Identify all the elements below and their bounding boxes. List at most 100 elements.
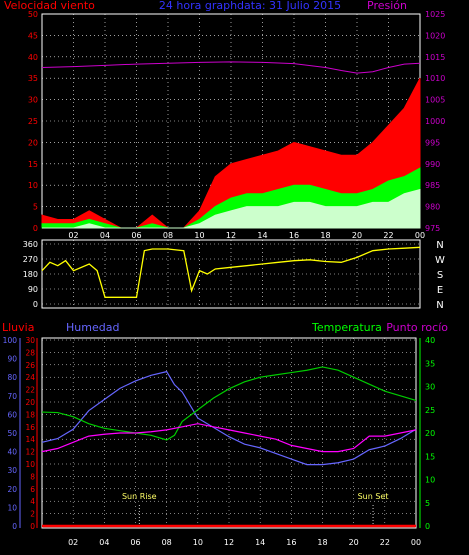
dewpoint-label: Punto rocío [386, 321, 448, 334]
direction-left-ticks: 0 90 180 270 360 [23, 240, 38, 309]
humidity-x-tick: 00 [411, 538, 421, 547]
humidity-x-ticks: 02 04 06 08 10 12 14 16 18 20 22 00 [68, 538, 421, 547]
temperature-left-tick: 22 [25, 386, 35, 395]
compass-label: W [435, 255, 445, 266]
direction-tick: 270 [23, 255, 38, 264]
humidity-x-tick: 02 [68, 538, 78, 547]
wind-x-tick: 16 [289, 231, 299, 240]
wind-left-tick: 30 [28, 96, 38, 105]
pressure-line [41, 61, 421, 74]
humidity-tick: 100 [3, 336, 18, 345]
temperature-right-tick: 30 [425, 383, 435, 392]
humidity-x-tick: 20 [349, 538, 359, 547]
wind-left-tick: 25 [28, 117, 38, 126]
temperature-left-tick: 6 [30, 485, 35, 494]
humidity-tick: 50 [7, 429, 17, 438]
temperature-right-ticks: 0 5 10 15 20 25 30 35 40 [425, 336, 435, 531]
temperature-right-tick: 0 [425, 522, 430, 531]
temperature-right-tick: 40 [425, 336, 435, 345]
humidity-x-tick: 16 [286, 538, 296, 547]
humidity-series [41, 366, 417, 528]
wind-x-tick: 12 [226, 231, 236, 240]
humidity-x-tick: 04 [99, 538, 109, 547]
humidity-line [41, 370, 417, 466]
wind-x-tick: 06 [131, 231, 141, 240]
pressure-right-tick: 1005 [425, 96, 445, 105]
pressure-right-tick: 1000 [425, 117, 445, 126]
pressure-right-tick: 1025 [425, 10, 445, 19]
humidity-tick: 60 [7, 410, 17, 419]
humidity-ticks: 0 10 20 30 40 50 60 70 80 90 100 [3, 336, 18, 531]
pressure-right-tick: 1020 [425, 31, 445, 40]
temperature-left-tick: 12 [25, 448, 35, 457]
compass-label: S [437, 270, 443, 281]
direction-tick: 360 [23, 240, 38, 249]
temperature-left-tick: 16 [25, 423, 35, 432]
wind-x-tick: 22 [383, 231, 393, 240]
wind-left-tick: 45 [28, 31, 38, 40]
humidity-tick: 20 [7, 485, 17, 494]
temperature-left-tick: 0 [30, 522, 35, 531]
humidity-x-tick: 14 [255, 538, 265, 547]
humidity-label: Humedad [66, 321, 119, 334]
wind-left-tick: 5 [33, 203, 38, 212]
rain-label: Lluvia [2, 321, 34, 334]
wind-left-tick: 10 [28, 181, 38, 190]
pressure-right-ticks: 975 980 985 990 995 1000 1005 1010 1015 1020 1025 [425, 10, 445, 233]
temperature-left-tick: 2 [30, 510, 35, 519]
wind-left-tick: 50 [28, 10, 38, 19]
humidity-plot-area [41, 337, 417, 529]
avg-area [42, 188, 421, 229]
humidity-x-tick: 22 [380, 538, 390, 547]
humidity-tick: 0 [12, 522, 17, 531]
pressure-label: Presión [367, 0, 407, 12]
wind-x-tick: 10 [194, 231, 204, 240]
temperature-left-tick: 18 [25, 410, 35, 419]
humidity-tick: 30 [7, 466, 17, 475]
wind-x-tick: 14 [257, 231, 267, 240]
compass-label: N [436, 240, 443, 251]
humidity-tick: 40 [7, 448, 17, 457]
temperature-left-tick: 10 [25, 460, 35, 469]
wind-x-tick: 08 [163, 231, 173, 240]
compass-label: E [437, 285, 443, 296]
humidity-tick: 10 [7, 503, 17, 512]
wind-x-tick: 00 [415, 231, 425, 240]
temperature-right-tick: 10 [425, 476, 435, 485]
direction-line [41, 246, 421, 298]
temperature-right-tick: 25 [425, 406, 435, 415]
pressure-right-tick: 1010 [425, 74, 445, 83]
temperature-line [41, 366, 417, 441]
pressure-right-tick: 1015 [425, 53, 445, 62]
humidity-x-tick: 06 [130, 538, 140, 547]
temperature-left-tick: 14 [25, 435, 35, 444]
wind-left-tick: 20 [28, 138, 38, 147]
humidity-x-tick: 08 [162, 538, 172, 547]
wind-left-tick: 35 [28, 74, 38, 83]
sun-annotation: Sun Set [358, 492, 389, 501]
humidity-tick: 80 [7, 373, 17, 382]
temperature-left-tick: 4 [30, 497, 35, 506]
wind-left-tick: 15 [28, 160, 38, 169]
temperature-left-tick: 24 [25, 373, 35, 382]
temperature-left-tick: 20 [25, 398, 35, 407]
temperature-left-tick: 26 [25, 361, 35, 370]
humidity-x-tick: 10 [193, 538, 203, 547]
wind-series [41, 61, 421, 229]
wind-x-ticks: 02 04 06 08 10 12 14 16 18 20 22 00 [68, 231, 425, 240]
pressure-right-tick: 985 [425, 181, 440, 190]
wind-x-tick: 20 [352, 231, 362, 240]
wind-left-ticks: 0 5 10 15 20 25 30 35 40 45 50 [28, 10, 38, 233]
pressure-right-tick: 990 [425, 160, 440, 169]
direction-tick: 0 [33, 300, 38, 309]
pressure-right-tick: 975 [425, 224, 440, 233]
temperature-label: Temperatura [311, 321, 382, 334]
direction-series [41, 246, 421, 298]
pressure-right-tick: 980 [425, 203, 440, 212]
sun-annotations: Sun Rise Sun Set [122, 492, 389, 526]
